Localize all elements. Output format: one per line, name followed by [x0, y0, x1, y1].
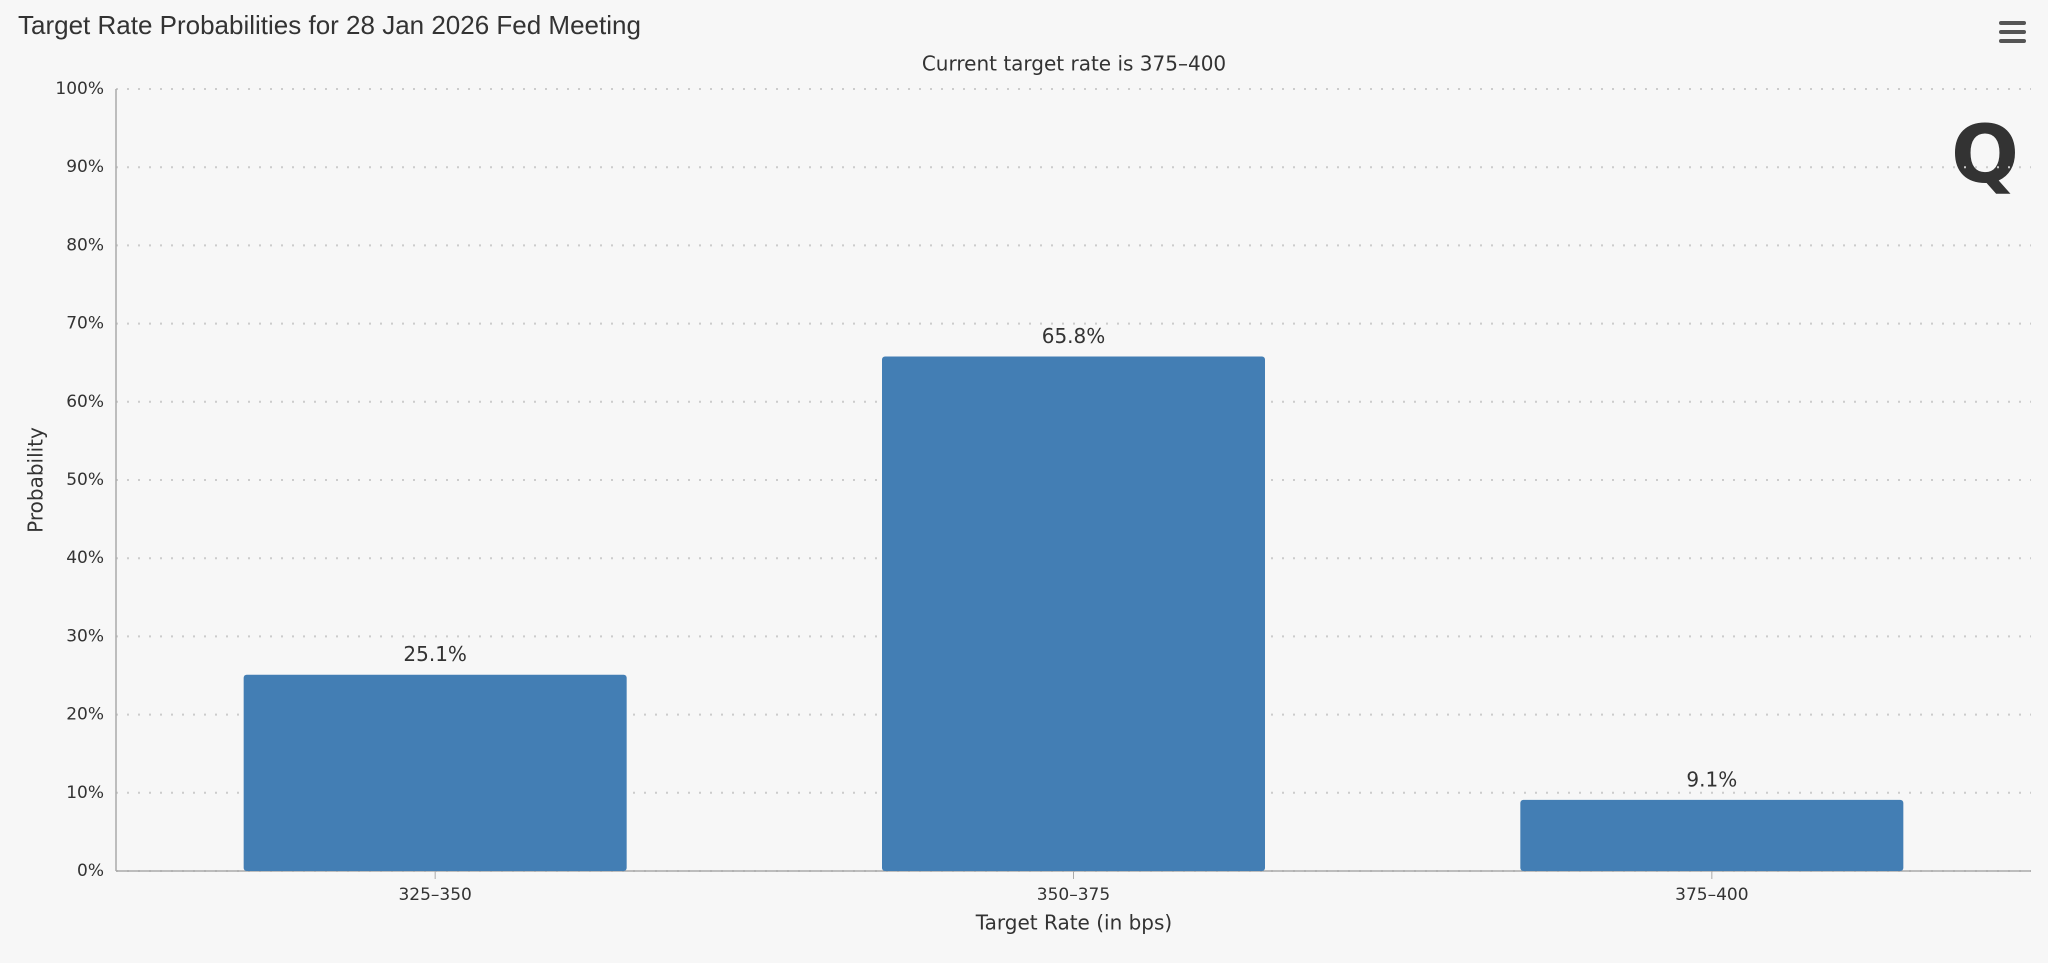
y-tick-label: 10%: [66, 783, 104, 803]
y-tick-label: 30%: [66, 626, 104, 646]
y-axis-title: Probability: [24, 427, 48, 533]
menu-bar: [1999, 30, 2026, 34]
x-axis-title: Target Rate (in bps): [975, 911, 1172, 935]
y-tick-label: 90%: [66, 157, 104, 177]
menu-bar: [1999, 21, 2026, 25]
bar: [1520, 799, 1904, 871]
y-tick-label: 40%: [66, 548, 104, 568]
y-tick-label: 50%: [66, 470, 104, 490]
y-tick-label: 100%: [55, 79, 104, 99]
y-tick-label: 60%: [66, 392, 104, 412]
y-tick-label: 80%: [66, 235, 104, 255]
chart-subtitle: Current target rate is 375–400: [922, 52, 1226, 76]
watermark-logo: Q: [1951, 108, 2019, 201]
x-tick-label: 350–375: [1037, 885, 1110, 905]
data-label: 9.1%: [1686, 767, 1737, 791]
y-tick-label: 70%: [66, 314, 104, 334]
y-tick-label: 0%: [77, 861, 104, 881]
menu-button[interactable]: [1999, 21, 2026, 43]
bar: [243, 674, 627, 871]
bar: [882, 356, 1265, 872]
y-tick-label: 20%: [66, 705, 104, 725]
chart-title: Target Rate Probabilities for 28 Jan 202…: [18, 10, 641, 40]
x-tick-label: 325–350: [398, 885, 471, 905]
x-tick-label: 375–400: [1675, 885, 1748, 905]
data-label: 65.8%: [1042, 324, 1106, 348]
menu-bar: [1999, 39, 2026, 43]
data-label: 25.1%: [403, 642, 467, 666]
